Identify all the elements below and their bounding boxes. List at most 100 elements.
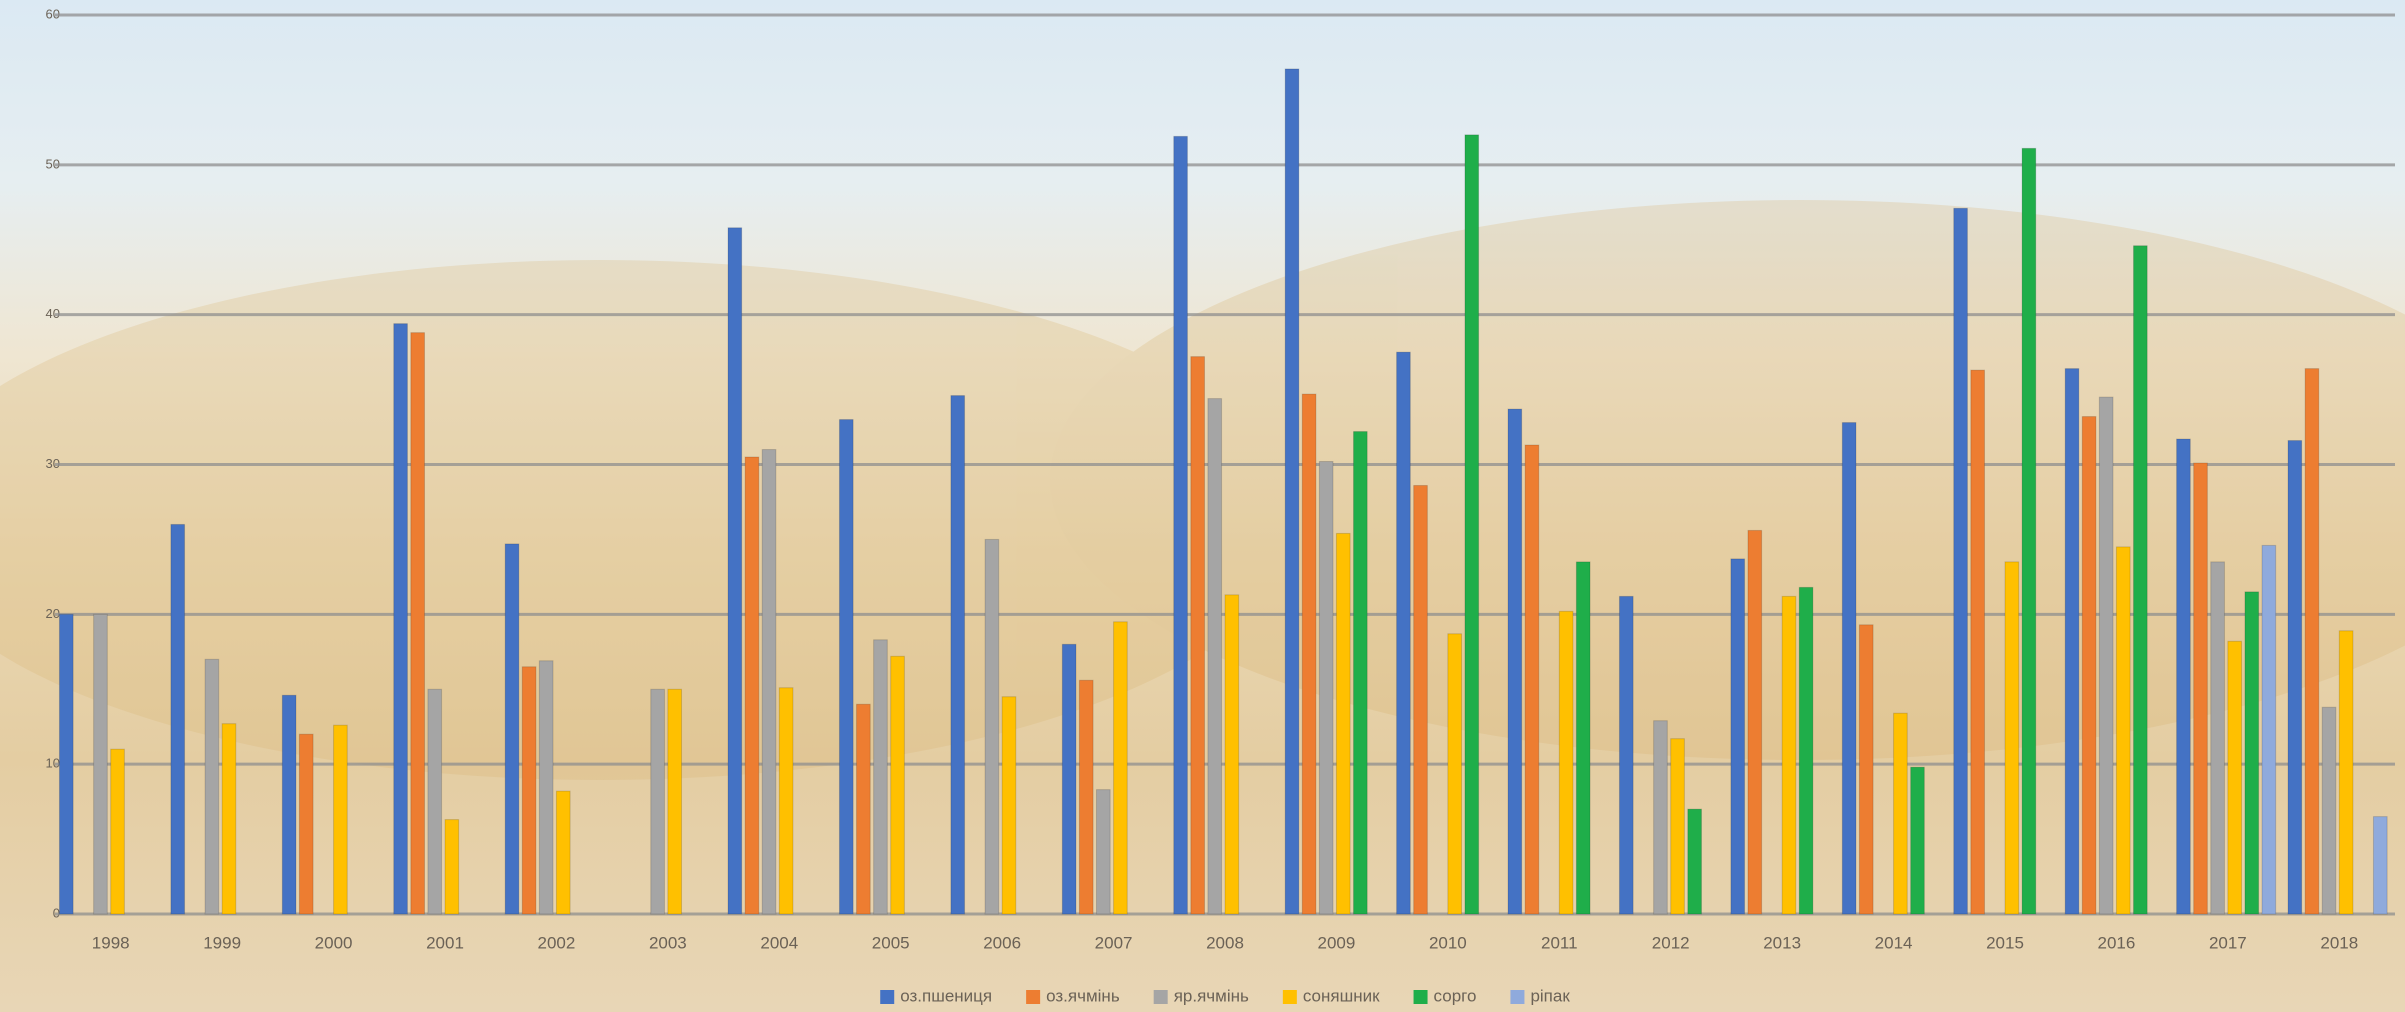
bar — [93, 613, 108, 915]
bar — [393, 323, 408, 915]
bar — [1687, 808, 1702, 915]
bar — [2193, 462, 2208, 915]
x-tick-label: 2018 — [2320, 933, 2358, 952]
x-tick-label: 2010 — [1429, 933, 1467, 952]
legend-swatch — [880, 990, 895, 1004]
bar — [1224, 594, 1240, 915]
x-tick-label: 2007 — [1095, 933, 1133, 952]
x-tick-label: 2002 — [538, 933, 576, 952]
bar — [984, 538, 1000, 915]
bar — [1970, 369, 1985, 915]
bar — [110, 748, 125, 915]
bar — [1781, 595, 1797, 915]
bar — [2064, 368, 2080, 915]
x-tick-label: 1998 — [92, 933, 130, 952]
bar — [1335, 532, 1351, 915]
bar — [1284, 68, 1300, 915]
bar — [2321, 706, 2337, 915]
x-tick-label: 2011 — [1541, 933, 1578, 952]
bar — [838, 419, 854, 915]
x-tick-label: 2012 — [1652, 933, 1690, 952]
bar — [2227, 640, 2243, 915]
bar — [444, 819, 460, 915]
legend: оз.пшениця оз.ячмінь яр.ячмінь соняшник сорг… — [880, 986, 1570, 1005]
bar — [1396, 351, 1411, 915]
bar — [1318, 461, 1334, 915]
bar — [761, 449, 777, 915]
legend-label: ріпак — [1530, 986, 1570, 1005]
bar — [1301, 393, 1317, 915]
legend-swatch — [1153, 990, 1168, 1004]
x-tick-label: 2017 — [2209, 933, 2247, 952]
bar — [1618, 595, 1634, 915]
x-tick-label: 2003 — [649, 933, 687, 952]
x-tick-label: 1999 — [203, 933, 241, 952]
bar — [2338, 630, 2354, 915]
bar — [1524, 444, 1540, 915]
bar — [504, 543, 520, 915]
bar — [1061, 643, 1077, 915]
legend-swatch — [1413, 990, 1428, 1004]
bar — [2210, 561, 2225, 915]
bar — [1113, 621, 1128, 915]
bar — [1207, 398, 1223, 915]
bar — [281, 694, 297, 915]
bar — [555, 790, 571, 915]
bar — [2372, 816, 2388, 915]
bar — [2287, 440, 2303, 915]
bar — [1575, 561, 1591, 915]
bar — [1858, 624, 1874, 915]
bar — [2261, 544, 2277, 915]
x-tick-label: 2015 — [1986, 933, 2024, 952]
legend-label: соняшник — [1303, 986, 1380, 1005]
legend-label: оз.пшениця — [900, 986, 992, 1005]
bar — [667, 688, 683, 915]
bar — [204, 658, 220, 915]
bar — [2004, 561, 2020, 915]
bar — [2021, 147, 2037, 915]
bar — [890, 655, 905, 915]
bar — [1507, 408, 1523, 915]
bar — [1464, 134, 1480, 915]
bar — [1447, 633, 1463, 915]
legend-label: оз.ячмінь — [1046, 986, 1120, 1005]
bar — [1910, 766, 1925, 915]
bar — [1730, 558, 1746, 915]
bar — [1173, 135, 1188, 915]
y-tick-label: 20 — [46, 606, 60, 621]
bar — [1798, 586, 1814, 915]
bar — [873, 639, 888, 915]
legend-swatch — [1510, 990, 1525, 1004]
legend-swatch — [1026, 990, 1041, 1004]
y-tick-label: 40 — [46, 306, 60, 321]
bar — [727, 227, 743, 915]
x-tick-label: 2016 — [2098, 933, 2136, 952]
legend-swatch — [1282, 990, 1297, 1004]
x-tick-label: 2005 — [872, 933, 910, 952]
bar — [2244, 591, 2260, 915]
bar — [170, 523, 186, 915]
bar — [950, 395, 966, 915]
bar — [2098, 396, 2114, 915]
legend-label: яр.ячмінь — [1174, 986, 1249, 1005]
bar — [1893, 712, 1908, 915]
bar — [778, 687, 794, 915]
bar — [2081, 416, 2097, 915]
bar — [221, 723, 237, 915]
bar — [856, 703, 871, 915]
x-tick-label: 2013 — [1763, 933, 1801, 952]
bar — [1953, 207, 1968, 915]
bar — [2304, 368, 2320, 915]
bar — [333, 724, 348, 915]
x-tick-label: 2014 — [1875, 933, 1913, 952]
bar — [298, 733, 314, 915]
bar — [2115, 546, 2131, 915]
bar — [427, 688, 443, 915]
bar — [538, 660, 554, 915]
y-tick-label: 30 — [46, 456, 60, 471]
bar — [1001, 696, 1017, 915]
y-tick-label: 10 — [46, 756, 60, 771]
legend-label: сорго — [1434, 986, 1477, 1005]
x-tick-label: 2009 — [1318, 933, 1356, 952]
